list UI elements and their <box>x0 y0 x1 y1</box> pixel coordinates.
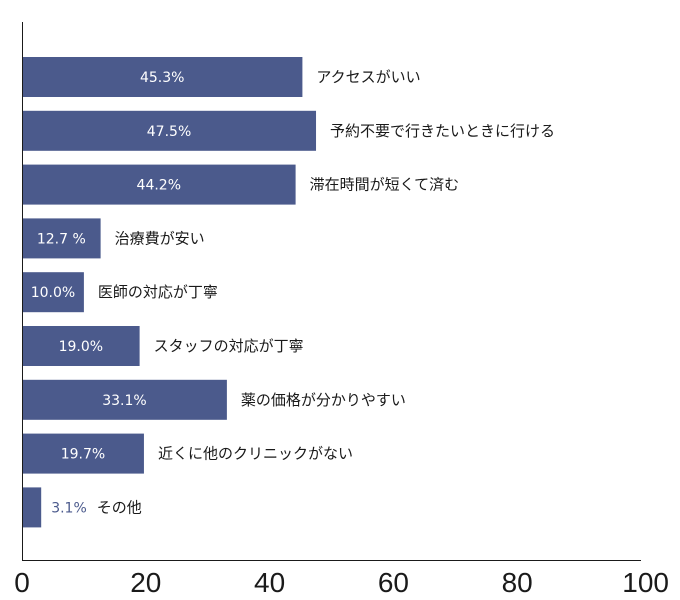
x-tick-label: 20 <box>130 567 161 598</box>
bar-value-label: 19.0% <box>59 339 103 355</box>
x-tick-label: 60 <box>378 567 409 598</box>
bar-9 <box>22 487 42 528</box>
x-tick-label: 40 <box>254 567 285 598</box>
category-label: アクセスがいい <box>316 68 420 86</box>
bar-value-label: 10.0% <box>31 285 75 301</box>
category-label: 薬の価格が分かりやすい <box>241 391 406 409</box>
bar-4 <box>22 218 101 259</box>
x-tick-label: 0 <box>14 567 30 598</box>
bar-value-label: 47.5% <box>147 124 191 140</box>
bar-value-label: 19.7% <box>61 447 105 463</box>
category-label: 治療費が安い <box>115 229 205 247</box>
bar-2 <box>22 110 317 151</box>
bar-value-label: 33.1% <box>102 393 146 409</box>
bar-8 <box>22 433 144 474</box>
category-label: その他 <box>97 498 142 516</box>
category-label: 滞在時間が短くて済む <box>310 176 460 194</box>
category-label: 医師の対応が丁寧 <box>98 283 218 301</box>
category-label: スタッフの対応が丁寧 <box>154 337 304 355</box>
category-label: 近くに他のクリニックがない <box>158 445 353 463</box>
x-tick-label: 80 <box>502 567 533 598</box>
x-tick-label: 100 <box>622 567 669 598</box>
bar-value-label: 44.2% <box>137 178 181 194</box>
bar-value-label: 45.3% <box>140 70 184 86</box>
bar-1 <box>22 57 303 97</box>
bar-value-label: 3.1% <box>51 500 87 516</box>
bar-3 <box>22 164 296 205</box>
bar-5 <box>22 272 84 313</box>
bar-6 <box>22 326 140 366</box>
category-label: 予約不要で行きたいときに行ける <box>330 122 555 140</box>
bar-value-label: 12.7 % <box>37 231 86 247</box>
bar-7 <box>22 379 227 420</box>
